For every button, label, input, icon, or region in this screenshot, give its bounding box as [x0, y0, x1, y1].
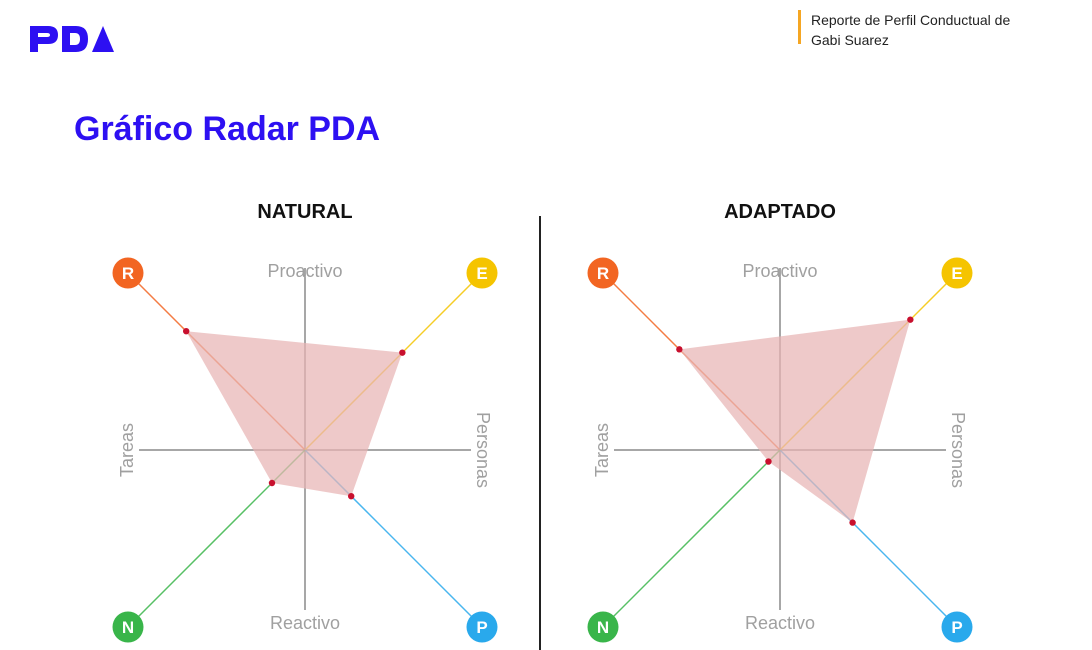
data-point-r	[676, 346, 683, 353]
badge-r: R	[112, 257, 144, 289]
pda-logo	[30, 26, 114, 52]
axis-label-right: Personas	[473, 412, 493, 488]
radar-area	[679, 319, 911, 523]
badge-e: E	[466, 257, 498, 289]
data-point-r	[183, 328, 190, 335]
report-header: Reporte de Perfil Conductual de Gabi Sua…	[798, 10, 1011, 48]
page-title: Gráfico Radar PDA	[74, 110, 381, 148]
axis-label-left: Tareas	[592, 423, 612, 477]
report-title-line: Reporte de Perfil Conductual de	[811, 12, 1011, 28]
chart-title: NATURAL	[257, 201, 352, 223]
badge-p: P	[941, 611, 973, 643]
badge-label: P	[951, 618, 962, 637]
axis-label-top: Proactivo	[742, 261, 817, 281]
badge-r: R	[587, 257, 619, 289]
data-point-n	[765, 458, 772, 465]
badge-n: N	[587, 611, 619, 643]
chart-divider	[539, 216, 541, 650]
badge-label: N	[597, 618, 609, 637]
badge-label: N	[122, 618, 134, 637]
data-point-e	[399, 349, 406, 356]
badge-e: E	[941, 257, 973, 289]
badge-p: P	[466, 611, 498, 643]
badge-label: R	[597, 264, 609, 283]
badge-label: P	[476, 618, 487, 637]
report-subject-name: Gabi Suarez	[811, 32, 889, 48]
axis-label-right: Personas	[948, 412, 968, 488]
data-point-e	[907, 316, 914, 323]
badge-label: E	[476, 264, 487, 283]
badge-n: N	[112, 611, 144, 643]
radar-area	[186, 331, 403, 497]
chart-title: ADAPTADO	[724, 201, 836, 223]
data-point-p	[849, 519, 856, 526]
axis-label-bottom: Reactivo	[270, 613, 340, 633]
badge-label: E	[951, 264, 962, 283]
data-point-n	[268, 479, 276, 487]
radar-chart-adaptado: ADAPTADO Proactivo Reactivo Tareas Personas R…	[587, 201, 973, 643]
badge-label: R	[122, 264, 134, 283]
spoke-n	[602, 449, 781, 628]
axis-label-top: Proactivo	[267, 261, 342, 281]
data-point-p	[348, 493, 355, 500]
axis-label-left: Tareas	[117, 423, 137, 477]
axis-label-bottom: Reactivo	[745, 613, 815, 633]
radar-chart-natural: NATURAL Proactivo Reactivo Tareas Personas R E…	[112, 201, 498, 643]
